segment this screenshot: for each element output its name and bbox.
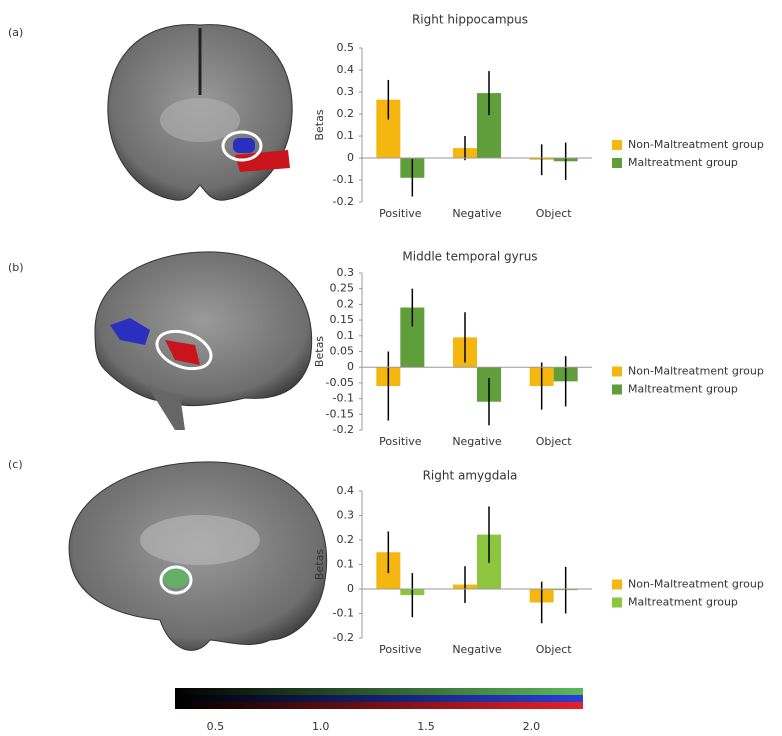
y-tick-label: 0.05: [330, 345, 355, 358]
brain-image-lateral: [94, 251, 313, 430]
y-tick-label: 0.25: [330, 282, 355, 295]
legend-swatch: [612, 366, 622, 377]
y-tick-label: 0.1: [337, 129, 355, 142]
y-tick-label: 0.3: [337, 266, 355, 279]
colorbar-tick-label: 1.5: [417, 720, 435, 733]
x-tick-label: Negative: [452, 435, 502, 448]
y-tick-label: 0.5: [337, 41, 355, 54]
y-tick-label: 0.2: [337, 297, 355, 310]
y-tick-label: -0.1: [333, 173, 354, 186]
y-tick-label: 0: [347, 360, 354, 373]
x-tick-label: Object: [536, 643, 573, 656]
panel-label: (c): [8, 458, 23, 471]
legend-label: Non-Maltreatment group: [628, 578, 764, 591]
y-tick-label: -0.15: [326, 407, 354, 420]
y-tick-label: -0.1: [333, 392, 354, 405]
legend-swatch: [612, 597, 622, 608]
brain-image-sagittal: [68, 461, 328, 651]
x-tick-label: Negative: [452, 643, 502, 656]
y-tick-label: 0.15: [330, 313, 355, 326]
y-tick-label: -0.05: [326, 376, 354, 389]
y-axis-label: Betas: [313, 336, 326, 367]
y-tick-label: 0.4: [337, 63, 355, 76]
y-tick-label: 0.1: [337, 558, 355, 571]
y-tick-label: 0.3: [337, 509, 355, 522]
y-tick-label: -0.2: [333, 631, 354, 644]
panel-label: (b): [8, 261, 24, 274]
y-tick-label: -0.2: [333, 423, 354, 436]
y-tick-label: 0.1: [337, 329, 355, 342]
colorbar-tick-label: 1.0: [312, 720, 330, 733]
chart-title: Middle temporal gyrus: [402, 250, 537, 264]
x-tick-label: Negative: [452, 207, 502, 220]
legend-swatch: [612, 140, 622, 150]
y-tick-label: 0: [347, 582, 354, 595]
y-tick-label: 0.3: [337, 85, 355, 98]
panel-label: (a): [8, 26, 23, 39]
legend-label: Maltreatment group: [628, 596, 738, 609]
legend-swatch: [612, 579, 622, 590]
x-tick-label: Object: [536, 207, 573, 220]
y-tick-label: 0.2: [337, 533, 355, 546]
chart-title: Right amygdala: [423, 469, 518, 483]
y-axis-label: Betas: [313, 549, 326, 580]
brain-image-coronal: [107, 24, 293, 201]
legend-label: Maltreatment group: [628, 156, 738, 169]
legend-label: Maltreatment group: [628, 383, 738, 396]
colorbar: [175, 688, 583, 709]
chart-title: Right hippocampus: [412, 13, 528, 27]
legend-label: Non-Maltreatment group: [628, 365, 764, 378]
y-tick-label: 0.2: [337, 107, 355, 120]
x-tick-label: Positive: [379, 643, 422, 656]
legend-label: Non-Maltreatment group: [628, 138, 764, 151]
legend-swatch: [612, 384, 622, 395]
y-axis-label: Betas: [313, 109, 326, 140]
x-tick-label: Positive: [379, 435, 422, 448]
colorbar-tick-label: 2.0: [523, 720, 541, 733]
colorbar-tick-label: 0.5: [207, 720, 225, 733]
y-tick-label: 0.4: [337, 484, 355, 497]
x-tick-label: Positive: [379, 207, 422, 220]
y-tick-label: 0: [347, 151, 354, 164]
y-tick-label: -0.2: [333, 195, 354, 208]
legend-swatch: [612, 158, 622, 168]
x-tick-label: Object: [536, 435, 573, 448]
y-tick-label: -0.1: [333, 607, 354, 620]
